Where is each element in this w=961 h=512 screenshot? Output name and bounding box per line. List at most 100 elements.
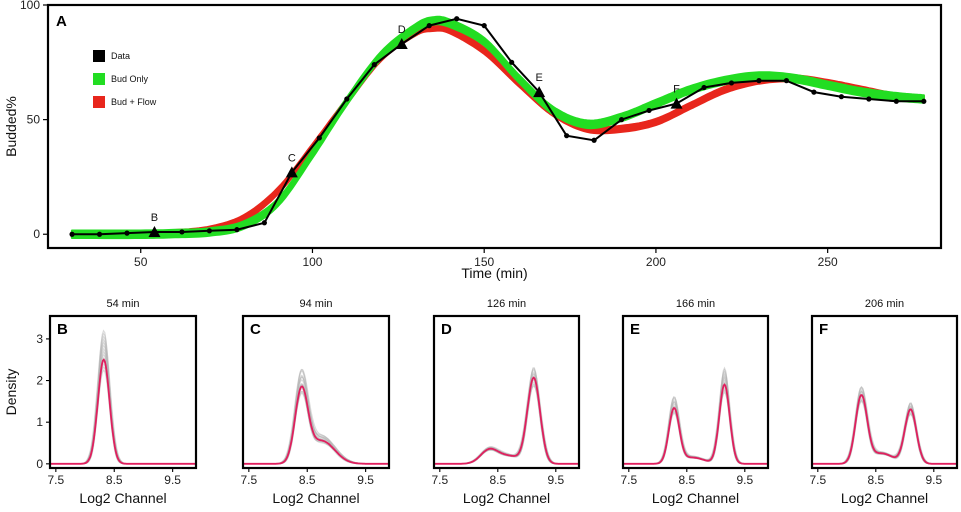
replicate-trace: [50, 362, 196, 465]
density-line: [243, 385, 389, 465]
replicate-trace: [623, 366, 768, 465]
replicate-trace: [50, 341, 196, 465]
replicate-trace: [434, 369, 579, 465]
replicate-trace: [623, 372, 768, 465]
annotation-marker: [533, 86, 546, 98]
panel-letter: B: [57, 321, 68, 338]
x-axis-title: Log2 Channel: [841, 490, 928, 506]
replicate-trace: [50, 369, 196, 465]
panel-frame: [48, 314, 198, 470]
panel-title: 126 min: [487, 298, 526, 310]
replicate-trace: [623, 391, 768, 465]
y-tick-label: 3: [36, 332, 43, 346]
x-tick-label: 8.5: [489, 473, 506, 487]
replicate-trace: [243, 369, 389, 465]
data-point: [206, 228, 213, 234]
replicate-trace: [243, 387, 389, 465]
annotation-label: E: [535, 72, 542, 84]
replicate-trace: [243, 390, 389, 465]
replicate-trace: [50, 329, 196, 465]
replicate-trace: [50, 338, 196, 465]
replicate-trace: [50, 353, 196, 465]
x-tick-label: 7.5: [431, 473, 448, 487]
annotation-marker: [148, 225, 161, 237]
x-tick-label: 200: [646, 255, 666, 269]
replicate-trace: [50, 347, 196, 465]
data-point: [316, 135, 322, 141]
y-tick-label: 2: [36, 374, 43, 388]
replicate-trace: [434, 372, 579, 465]
legend-swatch: [93, 73, 105, 85]
replicate-trace: [243, 379, 389, 465]
replicate-trace: [623, 378, 768, 465]
data-point: [783, 78, 790, 84]
density-line: [434, 376, 579, 465]
replicate-trace: [623, 379, 768, 465]
replicate-trace: [623, 385, 768, 465]
replicate-trace: [623, 387, 768, 465]
data-point: [371, 62, 377, 68]
x-tick-label: 150: [474, 255, 494, 269]
replicate-trace: [623, 370, 768, 465]
annotation-marker: [670, 97, 683, 109]
y-tick-label: 50: [27, 113, 41, 127]
replicate-trace: [50, 356, 196, 465]
annotation-marker: [395, 37, 408, 49]
legend-label: Bud + Flow: [111, 97, 157, 107]
data-point: [728, 80, 735, 86]
x-tick-label: 7.5: [47, 473, 64, 487]
data-point: [893, 98, 899, 104]
panel-frame: [432, 314, 581, 470]
data-point: [838, 94, 844, 100]
data-point: [426, 23, 432, 29]
replicate-trace: [243, 374, 389, 465]
x-tick-label: 7.5: [620, 473, 637, 487]
panel-title: 206 min: [865, 298, 904, 310]
x-tick-label: 9.5: [164, 473, 181, 487]
x-tick-label: 8.5: [299, 473, 316, 487]
replicate-trace: [623, 389, 768, 465]
data-point: [591, 137, 597, 143]
data-point: [564, 133, 570, 139]
panel-f: 7.5 8.5 9.5 206 min Log2 Channel F: [809, 298, 959, 506]
replicate-trace: [434, 371, 579, 465]
replicate-trace: [434, 378, 579, 465]
x-tick-label: 7.5: [809, 473, 826, 487]
y-axis-title: Budded%: [3, 96, 19, 157]
data-point: [481, 23, 487, 29]
replicate-trace: [434, 368, 579, 465]
panel-e: 7.5 8.5 9.5 166 min Log2 Channel E: [620, 298, 770, 506]
panel-title: 94 min: [299, 298, 332, 310]
y-axis-title: Density: [3, 369, 19, 416]
panel-letter: C: [250, 321, 261, 338]
replicate-trace: [243, 370, 389, 465]
density-line: [50, 358, 196, 465]
panel-title: 54 min: [106, 298, 139, 310]
panel-letter: F: [819, 321, 828, 338]
data-point: [811, 89, 817, 95]
replicate-trace: [50, 366, 196, 465]
data-point: [344, 96, 350, 102]
annotation-label: B: [151, 212, 158, 224]
replicate-trace: [50, 344, 196, 465]
x-tick-label: 250: [818, 255, 838, 269]
data-point: [69, 231, 75, 237]
density-line: [812, 394, 957, 465]
replicate-trace: [434, 377, 579, 465]
replicate-trace: [434, 367, 579, 465]
x-tick-label: 8.5: [867, 473, 884, 487]
data-point: [756, 78, 762, 84]
replicate-trace: [623, 368, 768, 465]
panel-letter: E: [630, 321, 640, 338]
legend-label: Bud Only: [111, 74, 149, 84]
x-tick-label: 100: [302, 255, 322, 269]
annotation-label: C: [288, 152, 296, 164]
y-tick-label: 0: [36, 457, 43, 471]
legend-swatch: [93, 96, 105, 108]
data-point: [179, 229, 185, 235]
x-tick-label: 9.5: [547, 473, 564, 487]
x-tick-label: 50: [134, 255, 148, 269]
annotation-marker: [285, 166, 298, 178]
replicate-trace: [434, 384, 579, 465]
y-tick-label: 1: [36, 415, 43, 429]
